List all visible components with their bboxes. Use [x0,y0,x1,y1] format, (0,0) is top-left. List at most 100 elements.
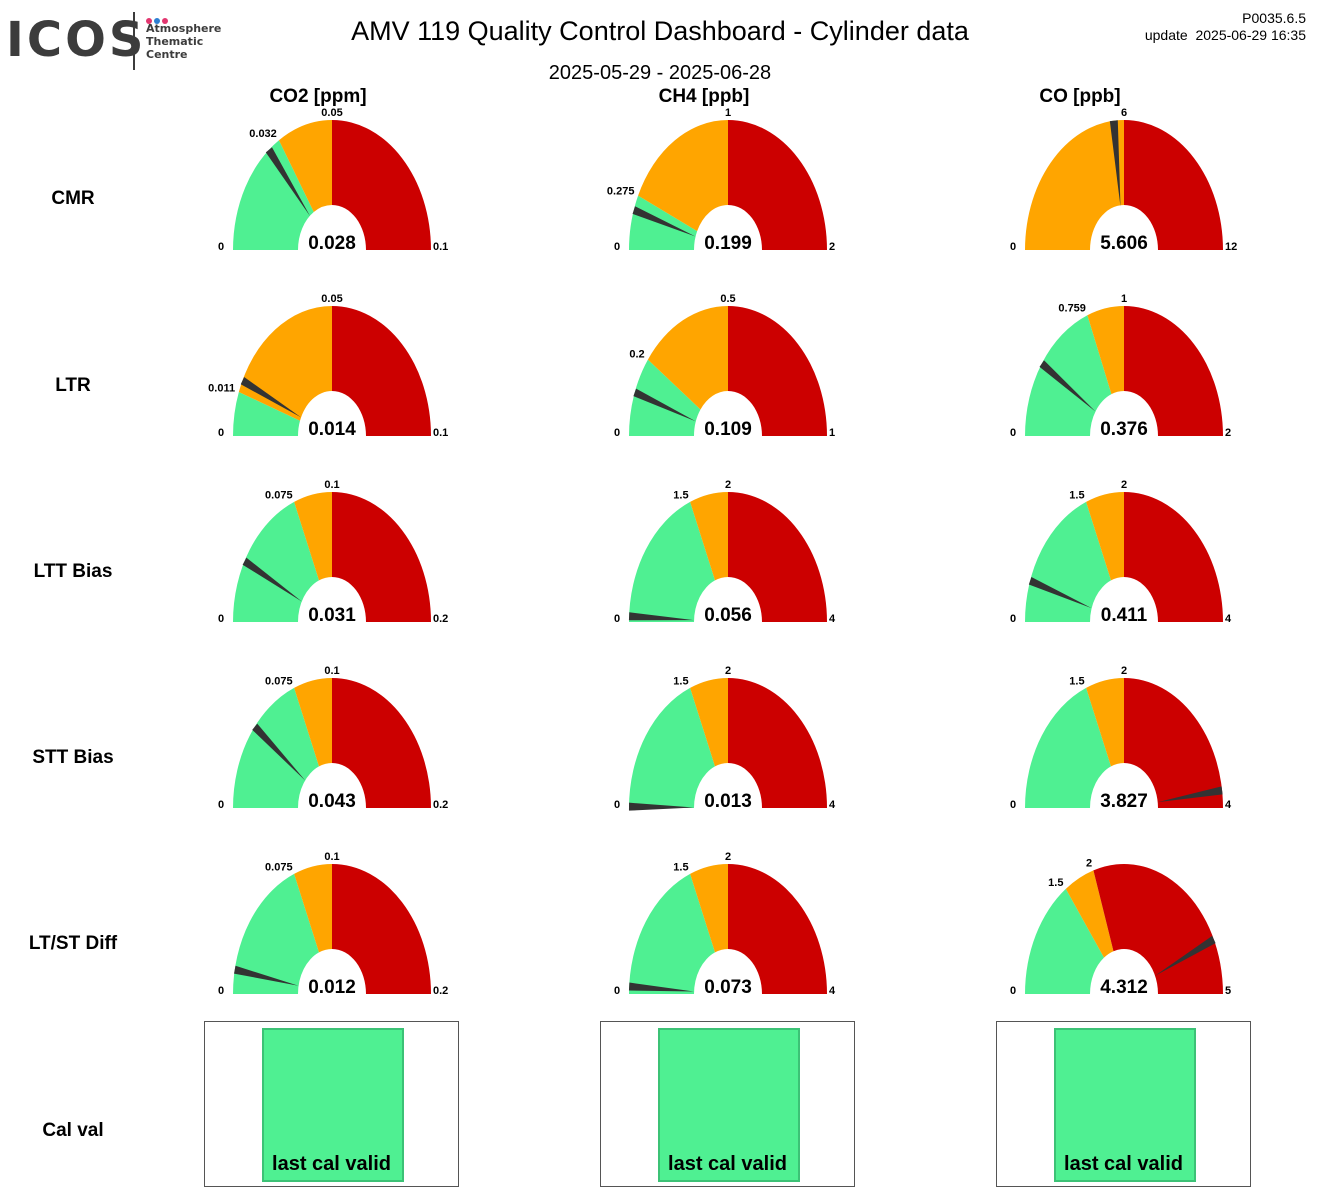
gauge-orange-zone [690,492,728,581]
date-range: 2025-05-29 - 2025-06-28 [548,62,772,84]
gauge-threshold-label: 1.5 [673,675,688,687]
gauge-orange-zone [294,864,332,953]
gauge-max-label: 4 [1225,613,1232,625]
logo-wordmark: ICOS [6,12,147,68]
gauge-green-zone [629,687,715,808]
gauge-green-zone [629,501,715,622]
gauge-threshold-label: 0.5 [720,293,735,305]
gauge-needle [628,802,694,811]
gauge-red-zone [332,120,431,250]
cal-status-indicator [1054,1028,1196,1182]
cal-val-panel-ch4: last cal valid [600,1021,855,1187]
gauge: 1.5 2 0 5 4.312 [1010,858,1231,998]
gauge-max-label: 0.1 [433,241,448,253]
gauge-green-zone [233,391,301,436]
gauge-max-label: 4 [829,613,836,625]
gauge-threshold-label: 2 [725,665,731,677]
gauge-value: 4.312 [1100,977,1148,998]
gauge-threshold-label: 0.1 [324,665,339,677]
gauge-threshold-label: 2 [725,479,731,491]
gauge-threshold-label: 0.05 [321,107,342,119]
gauge-threshold-label: 1.5 [1069,489,1084,501]
gauge: 1.5 2 0 4 3.827 [1010,665,1232,812]
gauge-red-zone [1124,492,1223,622]
version-label: P0035.6.5 [1242,10,1306,26]
gauge-needle [628,612,694,621]
gauge-threshold-label: 0.759 [1058,303,1086,315]
gauge-max-label: 4 [1225,799,1232,811]
gauge-max-label: 4 [829,799,836,811]
gauge-value: 0.031 [308,605,356,626]
gauge: 1.5 2 0 4 0.013 [614,665,836,812]
gauge-min-label: 0 [1010,613,1016,625]
gauge-red-zone [332,492,431,622]
gauge-red-zone [728,120,827,250]
gauge-needle [240,377,302,418]
gauge-red-zone [1124,678,1223,808]
gauge-needle [633,388,696,422]
gauge-value: 0.013 [704,791,752,812]
gauge-green-zone [233,501,319,622]
gauge: 0.2 0.5 0 1 0.109 [614,293,835,440]
gauge-min-label: 0 [614,613,620,625]
gauge-threshold-label: 0.032 [249,128,277,140]
gauge-threshold-label: 0.275 [607,185,635,197]
gauge-value: 0.056 [704,605,752,626]
gauge-threshold-label: 0.075 [265,489,293,501]
logo-dot [154,18,160,24]
gauge-green-zone [629,873,715,994]
gauge-min-label: 0 [614,241,620,253]
gauge-value: 5.606 [1100,233,1148,254]
row-label-cmr: CMR [51,188,95,209]
gauge-max-label: 0.2 [433,799,448,811]
gauge-min-label: 0 [614,799,620,811]
gauge-threshold-label: 1.5 [673,489,688,501]
gauge-red-zone [728,306,827,436]
gauge-min-label: 0 [1010,799,1016,811]
gauge-orange-zone [1086,678,1124,767]
gauge-min-label: 0 [1010,241,1016,253]
gauge-value: 0.109 [704,419,752,440]
row-label-ltr: LTR [55,375,91,396]
gauge-threshold-label: 2 [1121,479,1127,491]
gauge-threshold-label: 6 [1121,107,1127,119]
gauge-value: 0.073 [704,977,752,998]
gauge-orange-zone [1087,306,1124,395]
gauge-green-zone [233,140,314,250]
gauge-needle [242,557,302,602]
gauge-orange-zone [638,119,728,232]
gauge: 0.075 0.1 0 0.2 0.043 [218,665,448,812]
gauge-threshold-label: 0.1 [324,479,339,491]
gauge-needle [252,723,306,781]
gauge-green-zone [1025,315,1112,436]
gauge-red-zone [1124,306,1223,436]
gauge-red-zone [728,492,827,622]
gauge-value: 0.411 [1101,605,1148,626]
gauge: 1.5 2 0 4 0.073 [614,851,836,998]
gauge: 0.275 1 0 2 0.199 [607,107,835,254]
logo-divider [133,12,135,70]
gauge-green-zone [1025,888,1105,994]
gauge-threshold-label: 0.075 [265,675,293,687]
gauge-max-label: 0.1 [433,427,448,439]
row-label-stt-bias: STT Bias [32,747,114,768]
gauge-max-label: 1 [829,427,835,439]
logo-dot [162,18,168,24]
gauge-orange-zone [1065,870,1114,958]
gauge-max-label: 5 [1225,985,1231,997]
version-info: P0035.6.5 update 2025-06-29 16:35 [1145,10,1306,44]
gauge-green-zone [1025,501,1111,622]
gauge: 1.5 2 0 4 0.411 [1010,479,1232,626]
gauge-min-label: 0 [1010,427,1016,439]
row-label-lt-st-diff: LT/ST Diff [28,933,118,954]
gauge-min-label: 0 [218,613,224,625]
gauge-threshold-label: 0.1 [324,851,339,863]
gauge-threshold-label: 0.075 [265,861,293,873]
gauge-orange-zone [647,306,728,410]
gauge-threshold-label: 1 [1121,293,1127,305]
gauge-red-zone [332,306,431,436]
gauge-value: 0.043 [308,791,356,812]
gauge-value: 0.199 [704,233,752,254]
gauge-max-label: 12 [1225,241,1237,253]
gauge-red-zone [728,864,827,994]
